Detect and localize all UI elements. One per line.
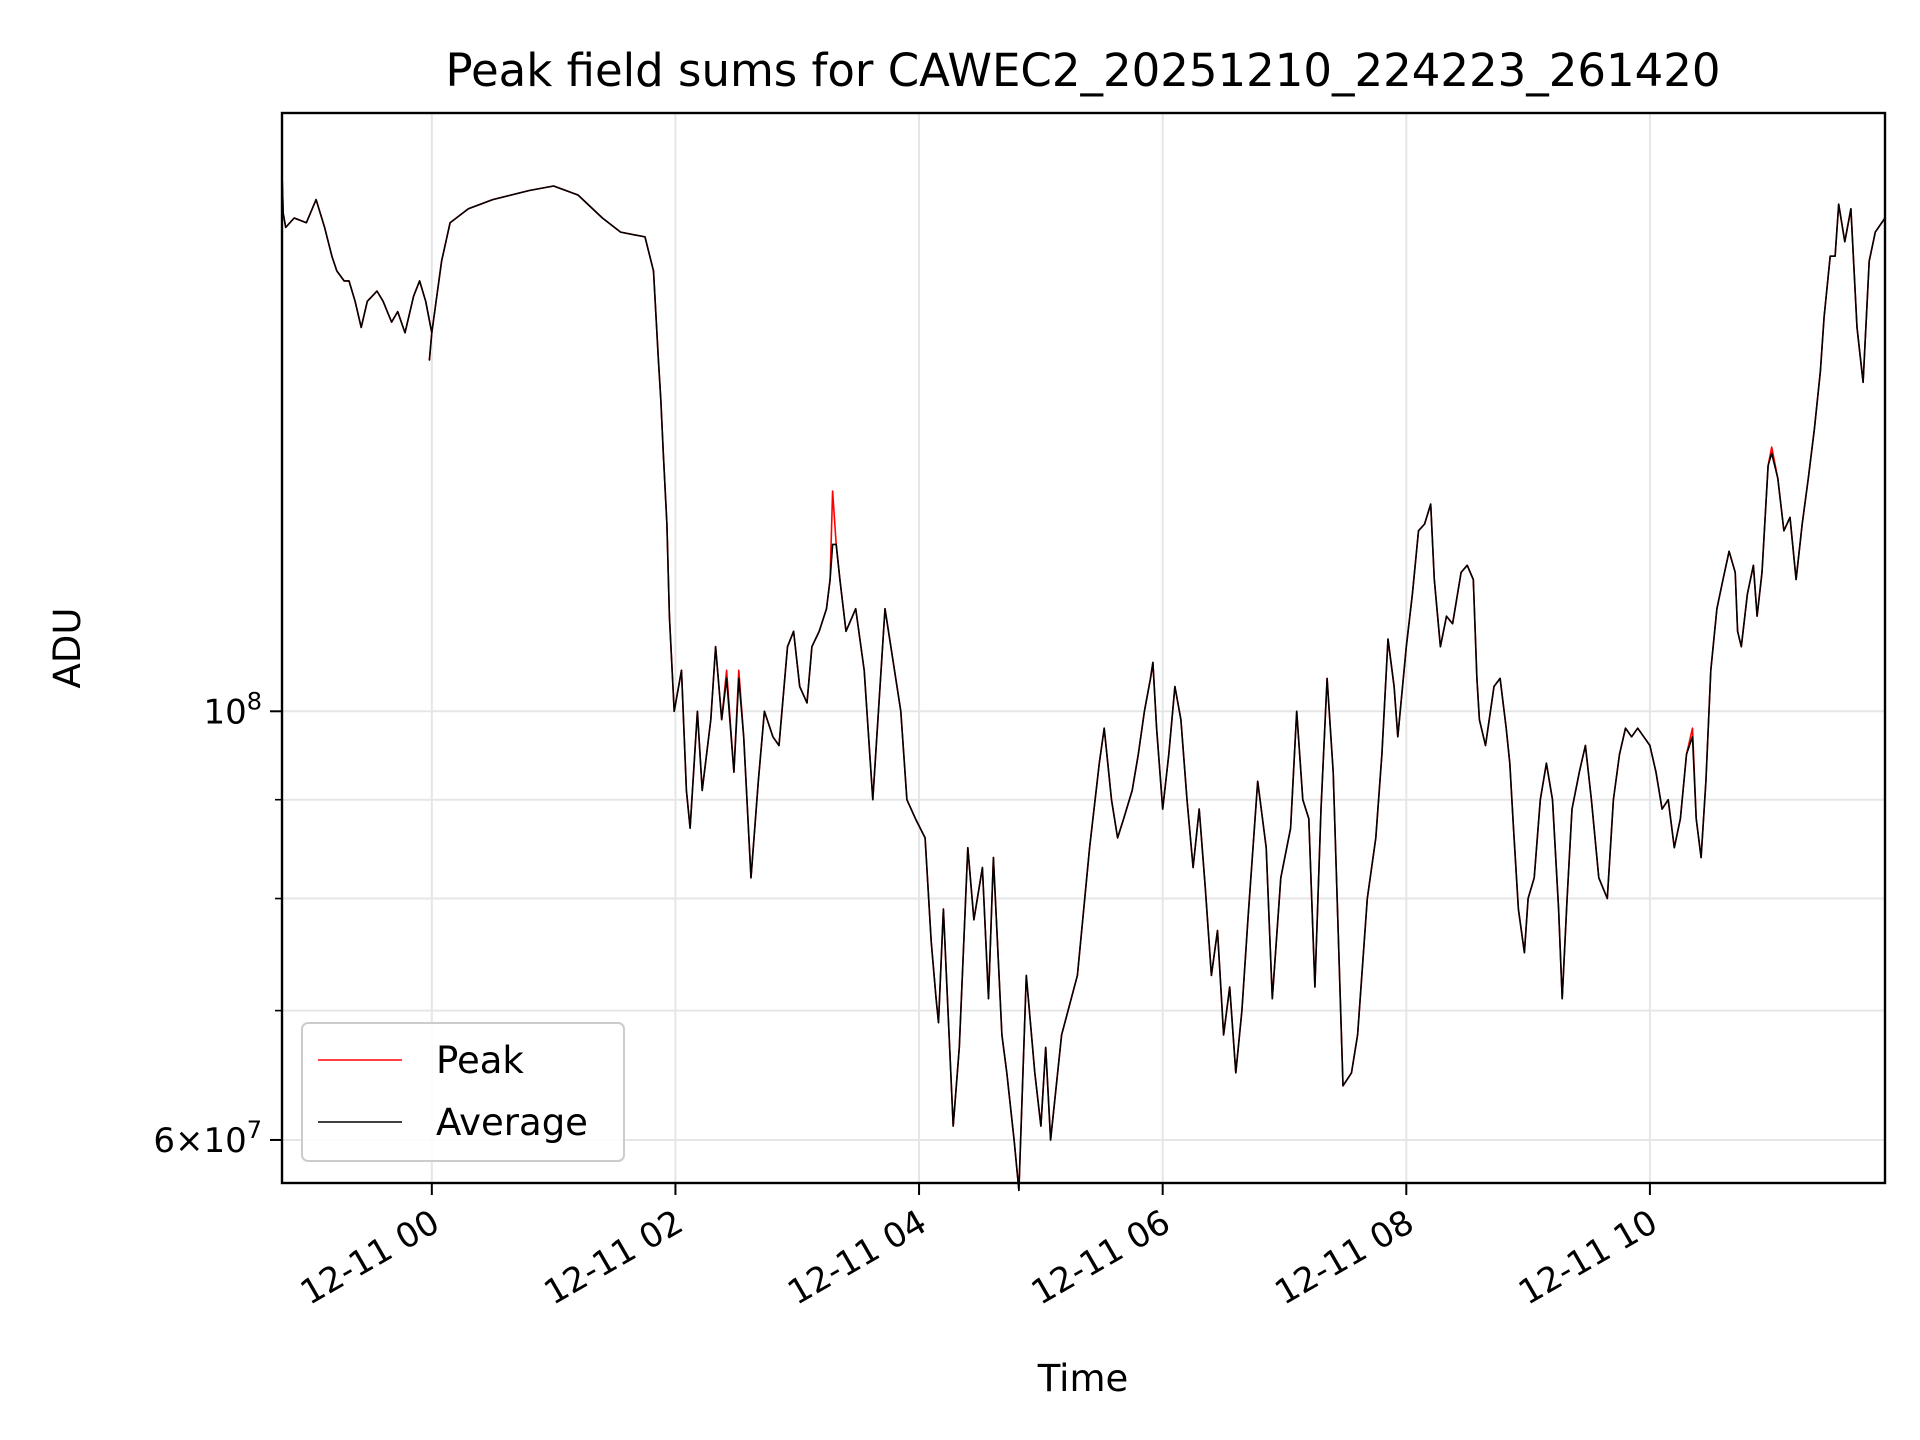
legend-box <box>301 1022 625 1162</box>
grid <box>282 113 1885 1183</box>
y-axis: 108 6×107 <box>153 687 282 1161</box>
y-tick-label: 6×107 <box>153 1116 262 1161</box>
plot-frame <box>280 111 1887 1185</box>
series-line-average <box>281 172 1886 1192</box>
legend: Peak Average <box>301 1022 625 1162</box>
y-axis-label: ADU <box>46 608 89 689</box>
legend-label-average: Average <box>436 1101 588 1144</box>
x-axis-label: Time <box>1037 1357 1129 1400</box>
chart-title: Peak field sums for CAWEC2_20251210_2242… <box>445 44 1720 97</box>
legend-label-peak: Peak <box>436 1039 524 1082</box>
y-tick-label: 108 <box>203 687 262 732</box>
series-layer <box>281 172 1886 1192</box>
